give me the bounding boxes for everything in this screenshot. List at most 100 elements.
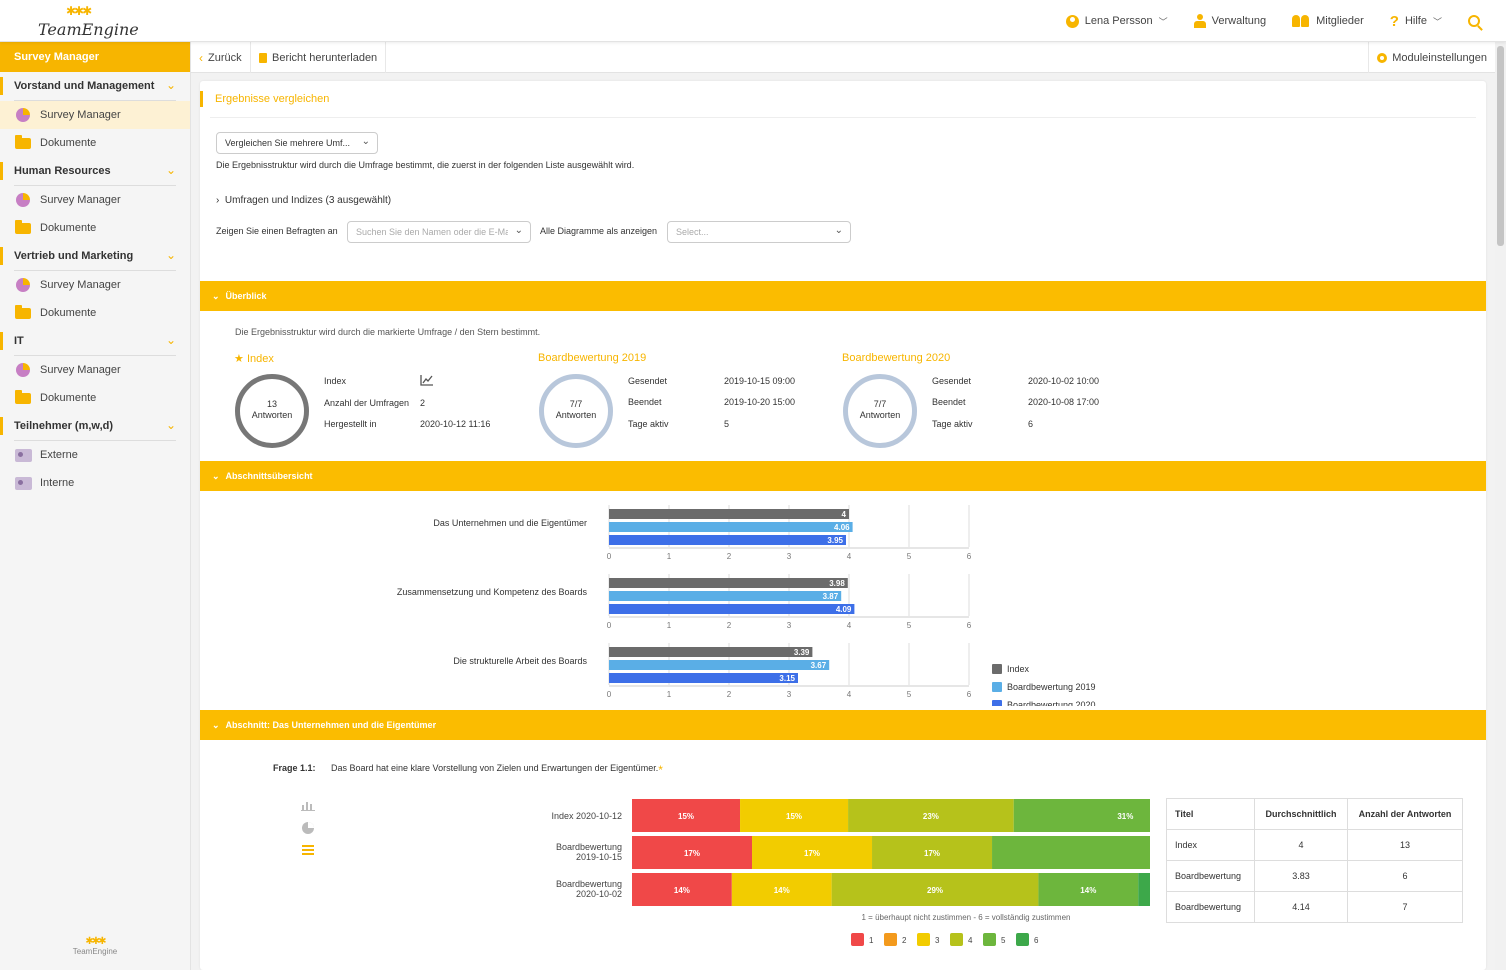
sidebar-title[interactable]: Survey Manager — [0, 42, 190, 72]
sidebar-item-label: Dokumente — [40, 222, 97, 234]
sidebar-item[interactable]: Survey Manager — [0, 101, 190, 129]
module-settings-button[interactable]: Moduleinstellungen — [1368, 42, 1495, 73]
sidebar-item[interactable]: Survey Manager — [0, 186, 190, 214]
table-cell: 3.83 — [1254, 860, 1348, 892]
sidebar-divider — [14, 185, 176, 186]
chevron-down-icon: ⌄ — [212, 291, 220, 301]
overview-note: Die Ergebnisstruktur wird durch die mark… — [235, 327, 541, 337]
chart-type-placeholder: Select... — [676, 227, 709, 237]
search-button[interactable] — [1468, 15, 1480, 27]
question-text-value: Das Board hat eine klare Vorstellung von… — [331, 763, 659, 773]
stacked-segment — [632, 873, 732, 906]
card-key: Index — [324, 376, 347, 386]
card-title-board-2019: Boardbewertung 2019 — [538, 352, 647, 364]
bar-value-label: 3.98 — [829, 579, 845, 588]
user-menu[interactable]: Lena Persson ﹀ — [1065, 14, 1168, 28]
scrollbar-thumb[interactable] — [1497, 46, 1504, 246]
sidebar-item[interactable]: Externe — [0, 441, 190, 469]
compare-select-value: Vergleichen Sie mehrere Umf... — [225, 138, 351, 148]
sidebar-divider — [14, 440, 176, 441]
card-value: 2019-10-20 15:00 — [724, 397, 796, 407]
folder-icon — [15, 305, 31, 319]
surveys-indices-toggle[interactable]: › Umfragen und Indizes (3 ausgewählt) — [216, 195, 391, 206]
sidebar-group[interactable]: Vorstand und Management ⌄ — [0, 72, 190, 100]
bar-value-label: 4.06 — [834, 523, 850, 532]
sidebar-group[interactable]: Vertrieb und Marketing ⌄ — [0, 242, 190, 270]
sidebar-divider — [14, 100, 176, 101]
tick-label: 5 — [907, 690, 912, 699]
sidebar-item[interactable]: Dokumente — [0, 129, 190, 157]
legend-swatch — [992, 664, 1002, 674]
tick-label: 1 — [667, 621, 672, 630]
bar — [609, 673, 798, 683]
chevron-down-icon: ﹀ — [1432, 16, 1442, 27]
tick-label: 6 — [967, 621, 972, 630]
contact-card-icon — [15, 449, 32, 462]
overview-section-header[interactable]: ⌄ Überblick — [200, 281, 1486, 311]
sidebar-item[interactable]: Dokumente — [0, 384, 190, 412]
tick-label: 1 — [667, 690, 672, 699]
members-icon — [1292, 15, 1310, 27]
respondent-search-select[interactable]: Suchen Sie den Namen oder die E-Mail ⌄ — [347, 221, 531, 243]
sidebar-group-label: Human Resources — [14, 165, 111, 177]
section-overview-header[interactable]: ⌄ Abschnittsübersicht — [200, 461, 1486, 491]
card-value: 2020-10-12 11:16 — [420, 419, 491, 429]
legend-label: 3 — [935, 936, 940, 945]
footer-logo-text: TeamEngine — [72, 947, 118, 956]
row-label: Index 2020-10-12 — [551, 811, 622, 821]
card-key: Beendet — [932, 397, 966, 407]
compare-surveys-select[interactable]: Vergleichen Sie mehrere Umf... ⌄ — [216, 132, 378, 154]
sidebar-item-label: Survey Manager — [40, 364, 121, 376]
segment-label: 15% — [678, 812, 694, 821]
folder-icon — [15, 220, 31, 234]
stacked-segment — [731, 873, 832, 906]
card-key: Hergestellt in — [324, 419, 377, 429]
sidebar-item[interactable]: Interne — [0, 469, 190, 497]
bar-chart-icon[interactable] — [301, 799, 315, 811]
ring-value: 7/7 — [873, 399, 887, 409]
bar — [609, 578, 848, 588]
chevron-down-icon: ⌄ — [165, 78, 176, 92]
help-label: Hilfe — [1404, 15, 1427, 27]
list-icon[interactable] — [301, 844, 315, 856]
tick-label: 6 — [967, 552, 972, 561]
back-button[interactable]: ‹ Zurück — [191, 42, 251, 73]
sidebar-item[interactable]: Dokumente — [0, 299, 190, 327]
row-label: 2019-10-15 — [576, 852, 622, 862]
module-settings-label: Moduleinstellungen — [1392, 51, 1487, 64]
logo-text: TeamEngine — [38, 20, 139, 39]
sidebar-item[interactable]: Survey Manager — [0, 356, 190, 384]
pie-chart-icon[interactable] — [301, 821, 315, 835]
legend-label: 5 — [1001, 936, 1006, 945]
question-text: Das Board hat eine klare Vorstellung von… — [331, 763, 663, 777]
page-scrollbar[interactable] — [1495, 42, 1506, 970]
table-cell: 4.14 — [1254, 891, 1348, 923]
download-report-button[interactable]: Bericht herunterladen — [251, 42, 387, 73]
sidebar-item-label: Interne — [40, 477, 75, 489]
sidebar-item[interactable]: Dokumente — [0, 214, 190, 242]
sidebar-group[interactable]: Teilnehmer (m,w,d) ⌄ — [0, 412, 190, 440]
tick-label: 4 — [847, 621, 852, 630]
ring-label: Antworten — [859, 410, 901, 420]
trend-chart-icon[interactable] — [420, 374, 434, 386]
chart-type-select[interactable]: Select... ⌄ — [667, 221, 851, 243]
structure-note: Die Ergebnisstruktur wird durch die Umfr… — [216, 160, 635, 170]
legend-label: 2 — [902, 936, 907, 945]
teamengine-logo[interactable]: ✱✱✱ TeamEngine — [38, 4, 139, 39]
members-link[interactable]: Mitglieder — [1292, 15, 1364, 27]
table-cell: 6 — [1347, 860, 1463, 892]
sidebar-footer-logo: ✱✱✱ TeamEngine — [0, 936, 190, 956]
pie-icon — [16, 363, 30, 377]
sidebar-group[interactable]: IT ⌄ — [0, 327, 190, 355]
legend-label: Index — [1007, 664, 1030, 674]
bar — [609, 535, 846, 545]
tick-label: 4 — [847, 690, 852, 699]
sidebar-group[interactable]: Human Resources ⌄ — [0, 157, 190, 185]
help-menu[interactable]: ? Hilfe ﹀ — [1390, 13, 1442, 30]
section-detail-header[interactable]: ⌄ Abschnitt: Das Unternehmen und die Eige… — [200, 710, 1486, 740]
admin-link[interactable]: Verwaltung — [1193, 14, 1266, 28]
card-key: Beendet — [628, 397, 662, 407]
bar-value-label: 3.95 — [827, 536, 843, 545]
sidebar-item[interactable]: Survey Manager — [0, 271, 190, 299]
sidebar-group-label: Vertrieb und Marketing — [14, 250, 134, 262]
